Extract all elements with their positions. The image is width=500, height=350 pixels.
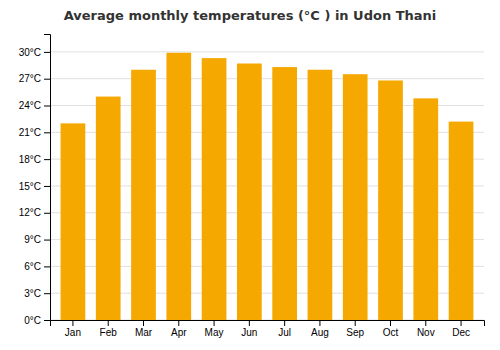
tick-label: Sep [346,327,364,338]
tick-label: Apr [171,327,187,338]
x-axis: Jan Feb Mar Apr May Jun Jul Aug Sep Oct Nov Dec [51,320,485,338]
tick-label: 30°C [19,47,41,58]
tick-label: 12°C [19,207,41,218]
tick-label: May [205,327,224,338]
tick: 6°C [24,261,50,272]
tick: 18°C [19,154,50,165]
chart: Average monthly temperatures (°C ) in Ud… [0,0,500,350]
tick: 12°C [19,207,50,218]
tick-mark [355,320,356,326]
title: Average monthly temperatures (°C ) in Ud… [64,8,437,23]
tick: Dec [452,320,470,338]
tick-mark [178,320,179,326]
tick-label: 0°C [24,315,41,326]
tick-mark [44,132,50,133]
tick: Mar [135,320,153,338]
y-axis: 0°C 3°C 6°C 9°C 12°C 15°C 18°C 21°C 24°C 27°C 30°C [19,35,51,326]
bar [413,98,438,320]
tick-label: 21°C [19,127,41,138]
tick: Jun [241,320,257,338]
bar [202,58,227,320]
tick-mark [44,159,50,160]
bar [237,63,262,320]
tick-mark [44,52,50,53]
bar [343,74,368,320]
bar [272,67,297,320]
tick-label: 3°C [24,288,41,299]
tick-label: Mar [135,327,153,338]
tick: Sep [346,320,364,338]
tick: Feb [100,320,118,338]
tick-mark [390,320,391,326]
tick: 24°C [19,100,50,111]
tick-mark [214,320,215,326]
tick: Apr [171,320,187,338]
tick-mark [44,79,50,80]
tick: Jul [278,320,291,338]
tick-label: Feb [100,327,118,338]
tick-label: 15°C [19,181,41,192]
tick-label: 18°C [19,154,41,165]
tick-mark [44,320,50,321]
tick-label: Jun [241,327,257,338]
tick: 27°C [19,73,50,84]
tick-mark [72,320,73,326]
tick-mark [319,320,320,326]
axis-line [51,321,485,327]
bar [61,123,86,320]
grid-line [50,51,484,52]
tick: 15°C [19,181,50,192]
tick-label: Nov [417,327,435,338]
tick-mark [108,320,109,326]
tick-label: Oct [383,327,399,338]
tick: Oct [383,320,399,338]
tick-label: Jul [278,327,291,338]
tick: 3°C [24,288,50,299]
tick-label: 6°C [24,261,41,272]
tick: Nov [417,320,435,338]
bar [96,97,121,320]
tick-label: 9°C [24,234,41,245]
tick-mark [143,320,144,326]
plot: 0°C 3°C 6°C 9°C 12°C 15°C 18°C 21°C 24°C 27°C 30°C… [19,35,485,339]
tick-label: Aug [311,327,329,338]
tick-label: Dec [452,327,470,338]
tick-mark [44,240,50,241]
bar [449,122,474,320]
tick: 0°C [24,315,50,326]
tick-mark [425,320,426,326]
tick-mark [44,293,50,294]
tick-mark [44,106,50,107]
bar [166,53,191,320]
tick: 9°C [24,234,50,245]
grid-line [50,78,484,79]
tick-label: Jan [65,327,81,338]
grid [50,52,484,320]
tick: Aug [311,320,329,338]
tick-label: 24°C [19,100,41,111]
tick: 30°C [19,47,50,58]
bar [378,80,403,320]
bar [308,70,333,320]
tick: May [205,320,224,338]
axis-line [44,35,51,321]
tick: 21°C [19,127,50,138]
tick-mark [249,320,250,326]
tick-mark [44,213,50,214]
tick-mark [44,186,50,187]
tick: Jan [65,320,81,338]
bar [131,70,156,320]
tick-mark [284,320,285,326]
tick-label: 27°C [19,73,41,84]
tick-mark [461,320,462,326]
bars [61,53,474,320]
tick-mark [44,266,50,267]
